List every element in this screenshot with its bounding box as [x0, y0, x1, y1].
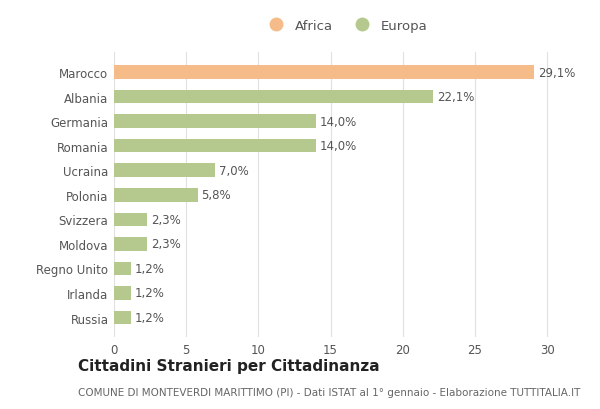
Bar: [114, 115, 316, 128]
Text: 2,3%: 2,3%: [151, 213, 181, 226]
Text: 14,0%: 14,0%: [320, 115, 357, 128]
Text: 2,3%: 2,3%: [151, 238, 181, 251]
Bar: [114, 139, 316, 153]
Bar: [114, 262, 131, 276]
Text: Cittadini Stranieri per Cittadinanza: Cittadini Stranieri per Cittadinanza: [78, 358, 380, 373]
Text: 5,8%: 5,8%: [202, 189, 231, 202]
Text: 1,2%: 1,2%: [135, 287, 165, 300]
Bar: [114, 238, 147, 251]
Text: COMUNE DI MONTEVERDI MARITTIMO (PI) - Dati ISTAT al 1° gennaio - Elaborazione TU: COMUNE DI MONTEVERDI MARITTIMO (PI) - Da…: [78, 387, 580, 397]
Bar: [114, 90, 433, 104]
Bar: [114, 213, 147, 227]
Text: 29,1%: 29,1%: [538, 66, 575, 79]
Text: 1,2%: 1,2%: [135, 262, 165, 275]
Legend: Africa, Europa: Africa, Europa: [263, 20, 427, 33]
Text: 1,2%: 1,2%: [135, 311, 165, 324]
Bar: [114, 311, 131, 324]
Text: 7,0%: 7,0%: [218, 164, 248, 177]
Bar: [114, 287, 131, 300]
Text: 14,0%: 14,0%: [320, 140, 357, 153]
Bar: [114, 164, 215, 178]
Text: 22,1%: 22,1%: [437, 91, 474, 104]
Bar: [114, 66, 534, 80]
Bar: [114, 189, 198, 202]
